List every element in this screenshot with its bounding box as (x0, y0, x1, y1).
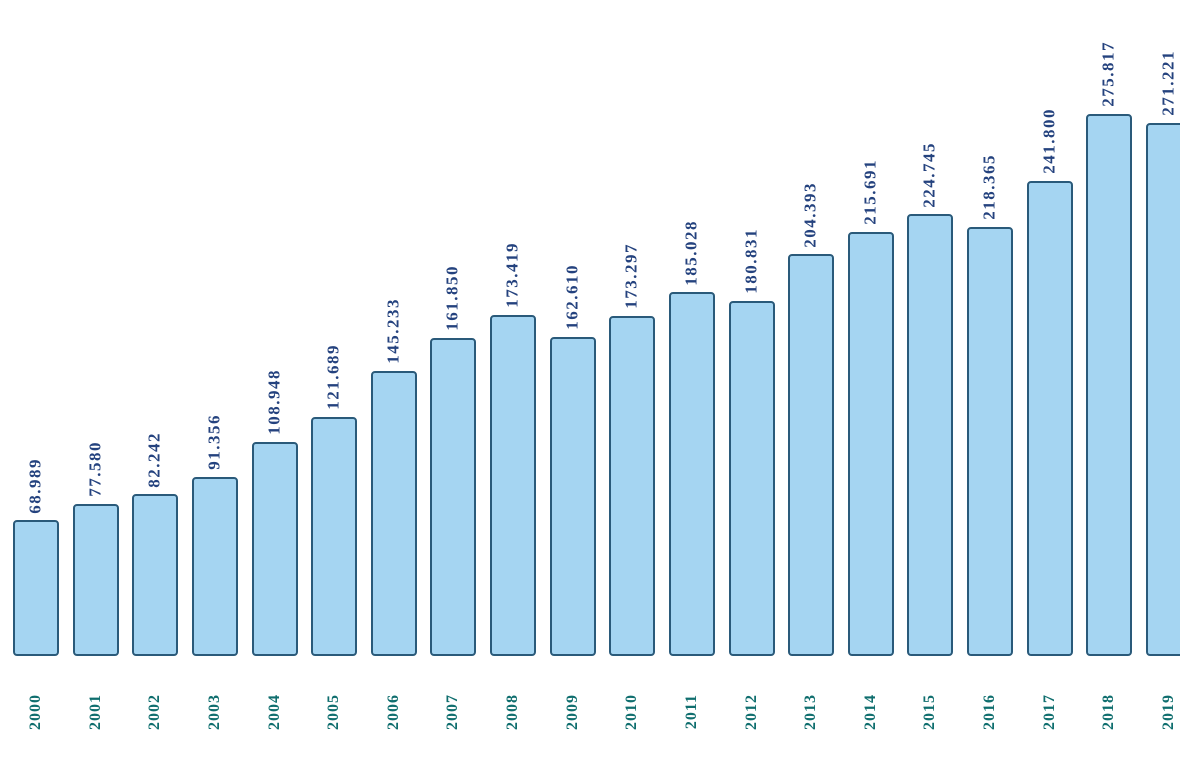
bar-value-label: 271.221 (1158, 50, 1178, 117)
x-axis-tick-label: 2012 (742, 694, 760, 730)
x-axis-tick-label: 2017 (1040, 694, 1058, 730)
bar (728, 300, 775, 656)
bar (132, 494, 179, 656)
x-axis-tick-label: 2004 (265, 694, 283, 730)
x-axis-tick-label: 2008 (504, 694, 522, 730)
x-axis-tick-label: 2002 (146, 694, 164, 730)
x-axis-tick-label: 2018 (1100, 694, 1118, 730)
x-axis-tick-label: 2006 (384, 694, 402, 730)
x-axis-tick-label: 2009 (563, 694, 581, 730)
x-axis-tick-label: 2019 (1160, 694, 1178, 730)
bar-value-label: 204.393 (800, 181, 820, 248)
bar (967, 226, 1014, 656)
bar (72, 503, 119, 656)
bar-value-label: 241.800 (1039, 108, 1059, 174)
x-axis-tick-label: 2003 (206, 694, 224, 730)
x-axis-tick-label: 2015 (921, 694, 939, 730)
bar-value-label: 91.356 (204, 413, 224, 470)
bar (311, 416, 358, 656)
bar-value-label: 180.831 (741, 227, 761, 294)
bar (549, 336, 596, 656)
bar-value-label: 218.365 (979, 154, 999, 220)
x-axis-tick-label: 2011 (683, 694, 701, 730)
x-axis-tick-label: 2001 (86, 694, 104, 730)
bar (1086, 114, 1133, 656)
bar-value-label: 82.242 (144, 431, 164, 488)
bar-value-label: 121.689 (323, 344, 343, 410)
bar-value-label: 161.850 (443, 265, 463, 331)
bar-value-label: 108.948 (264, 369, 284, 435)
bar-value-label: 162.610 (562, 263, 582, 330)
x-axis-tick-label: 2014 (862, 694, 880, 730)
bar (788, 254, 835, 656)
bar (13, 520, 59, 656)
bar (490, 315, 537, 656)
bar-value-label: 68.989 (25, 457, 45, 514)
bar-value-label: 145.233 (383, 297, 403, 364)
bar (1026, 180, 1073, 656)
bar (370, 370, 417, 656)
bar-value-label: 275.817 (1098, 41, 1118, 107)
bar (1145, 123, 1180, 656)
bar (668, 292, 715, 656)
x-axis-tick-label: 2007 (444, 694, 462, 730)
x-axis-tick-label: 2010 (623, 694, 641, 730)
x-axis-tick-label: 2000 (27, 694, 45, 730)
bar-value-label: 224.745 (920, 141, 940, 208)
bar (430, 338, 477, 656)
x-axis-tick-label: 2013 (802, 694, 820, 730)
bar (251, 441, 298, 656)
bar-value-label: 185.028 (681, 219, 701, 286)
bar (191, 476, 238, 656)
bar-value-label: 173.297 (621, 242, 641, 309)
bar (847, 232, 894, 656)
bar-value-label: 173.419 (502, 242, 522, 309)
bar (609, 315, 656, 656)
x-axis-tick-label: 2016 (981, 694, 999, 730)
bar-value-label: 77.580 (85, 440, 105, 497)
bar-value-label: 215.691 (860, 159, 880, 226)
bar (907, 214, 954, 656)
x-axis-tick-label: 2005 (325, 694, 343, 730)
